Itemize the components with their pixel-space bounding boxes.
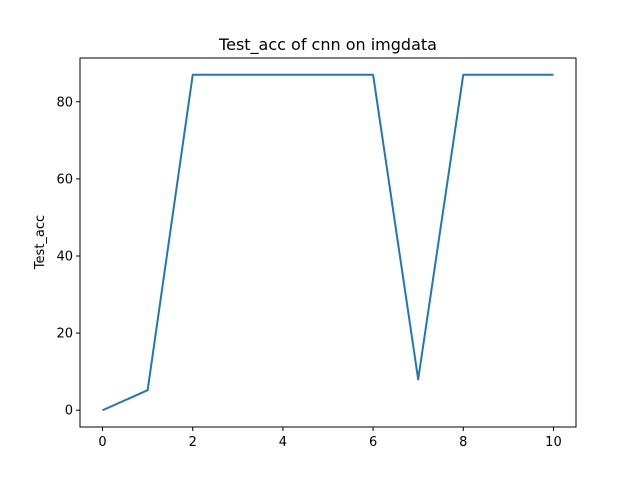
x-tick-label: 8 [459, 435, 467, 450]
x-tick-label: 2 [189, 435, 197, 450]
series-layer [102, 73, 554, 412]
y-tick-label: 20 [56, 327, 73, 342]
x-tick-label: 4 [279, 435, 287, 450]
ticks-layer: 0 2 4 6 8 10 0 20 40 60 80 [56, 95, 561, 450]
y-tick-label: 60 [56, 172, 73, 187]
axes-frame [79, 57, 577, 428]
x-tick-label: 0 [98, 435, 106, 450]
y-tick-label: 40 [56, 249, 73, 264]
y-axis-label: Test_acc [33, 215, 48, 270]
series-line [102, 73, 554, 412]
y-tick-label: 0 [65, 404, 73, 419]
x-tick-label: 6 [369, 435, 377, 450]
y-tick-label: 80 [56, 95, 73, 110]
x-tick-label: 10 [545, 435, 562, 450]
chart-title: Test_acc of cnn on imgdata [218, 35, 437, 55]
